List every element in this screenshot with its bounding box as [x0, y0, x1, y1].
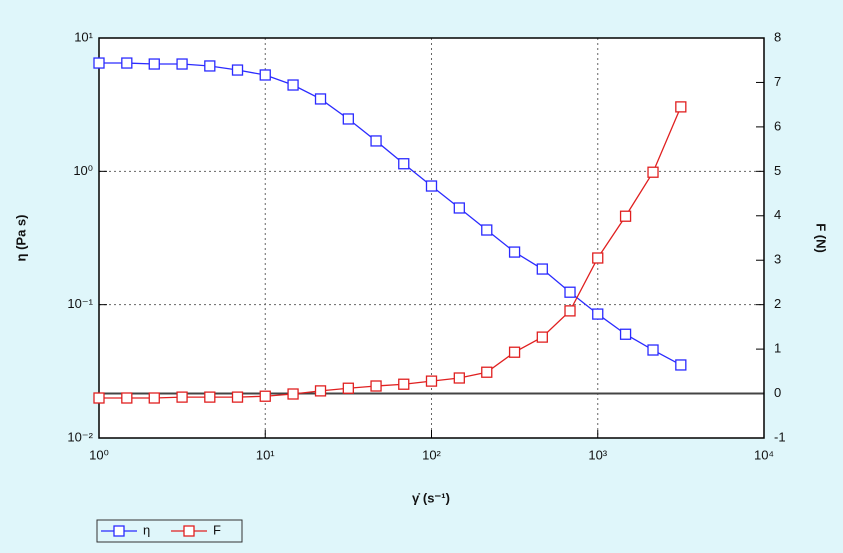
legend-label: η [143, 522, 150, 537]
marker [148, 392, 160, 404]
marker [342, 382, 354, 394]
marker [398, 378, 410, 390]
y-axis-label: η (Pa s) [13, 215, 28, 262]
marker [93, 392, 105, 404]
plot-frame [98, 37, 765, 439]
marker [287, 388, 299, 400]
y2-tick-label: -1 [774, 429, 786, 444]
marker [564, 305, 576, 317]
x-axis-label: γ̇ (s⁻¹) [412, 490, 450, 505]
y2-tick-label: 3 [774, 252, 781, 267]
y-tick-label: 10⁻² [67, 429, 93, 444]
marker [536, 263, 548, 275]
marker [675, 101, 687, 113]
marker [592, 308, 604, 320]
legend-marker [183, 525, 195, 537]
legend-box [96, 519, 243, 543]
x-tick-label: 10³ [588, 447, 607, 462]
marker [647, 344, 659, 356]
marker [121, 392, 133, 404]
marker [370, 135, 382, 147]
y2-tick-label: 8 [774, 29, 781, 44]
y2-tick-label: 7 [774, 74, 781, 89]
y2-tick-label: 0 [774, 385, 781, 400]
marker [93, 57, 105, 69]
y-tick-label: 10¹ [74, 29, 93, 44]
legend-marker [113, 525, 125, 537]
marker [231, 64, 244, 76]
y2-tick-label: 1 [774, 341, 781, 356]
y2-tick-label: 4 [774, 207, 781, 222]
x-tick-label: 10⁴ [754, 447, 774, 462]
marker [675, 359, 687, 371]
x-tick-label: 10¹ [256, 447, 275, 462]
marker [619, 210, 632, 222]
marker [204, 60, 216, 72]
series-line [99, 106, 682, 399]
marker [453, 202, 465, 214]
marker [425, 375, 438, 387]
marker [287, 79, 299, 91]
y2-tick-label: 6 [774, 118, 781, 133]
series-line [99, 62, 682, 366]
marker [342, 113, 354, 125]
y2-tick-label: 2 [774, 296, 781, 311]
marker [481, 224, 493, 236]
marker [231, 391, 244, 403]
x-tick-label: 10² [422, 447, 441, 462]
marker [314, 93, 327, 105]
marker [592, 252, 604, 264]
y-tick-label: 10⁰ [73, 163, 93, 178]
marker [536, 331, 548, 343]
marker [176, 391, 188, 403]
marker [508, 346, 521, 358]
marker [425, 180, 438, 192]
marker [259, 69, 271, 81]
marker [481, 366, 493, 378]
y2-tick-label: 5 [774, 163, 781, 178]
marker [564, 286, 576, 298]
marker [204, 391, 216, 403]
marker [508, 246, 521, 258]
marker [619, 328, 632, 340]
marker [176, 58, 188, 70]
marker [398, 158, 410, 170]
marker [121, 57, 133, 69]
marker [370, 380, 382, 392]
x-tick-label: 10⁰ [89, 447, 109, 462]
marker [453, 372, 465, 384]
marker [148, 58, 160, 70]
legend-label: F [213, 522, 221, 537]
marker [647, 166, 659, 178]
marker [314, 385, 327, 397]
marker [259, 390, 271, 402]
y-tick-label: 10⁻¹ [67, 296, 93, 311]
y2-axis-label: F (N) [814, 223, 829, 253]
